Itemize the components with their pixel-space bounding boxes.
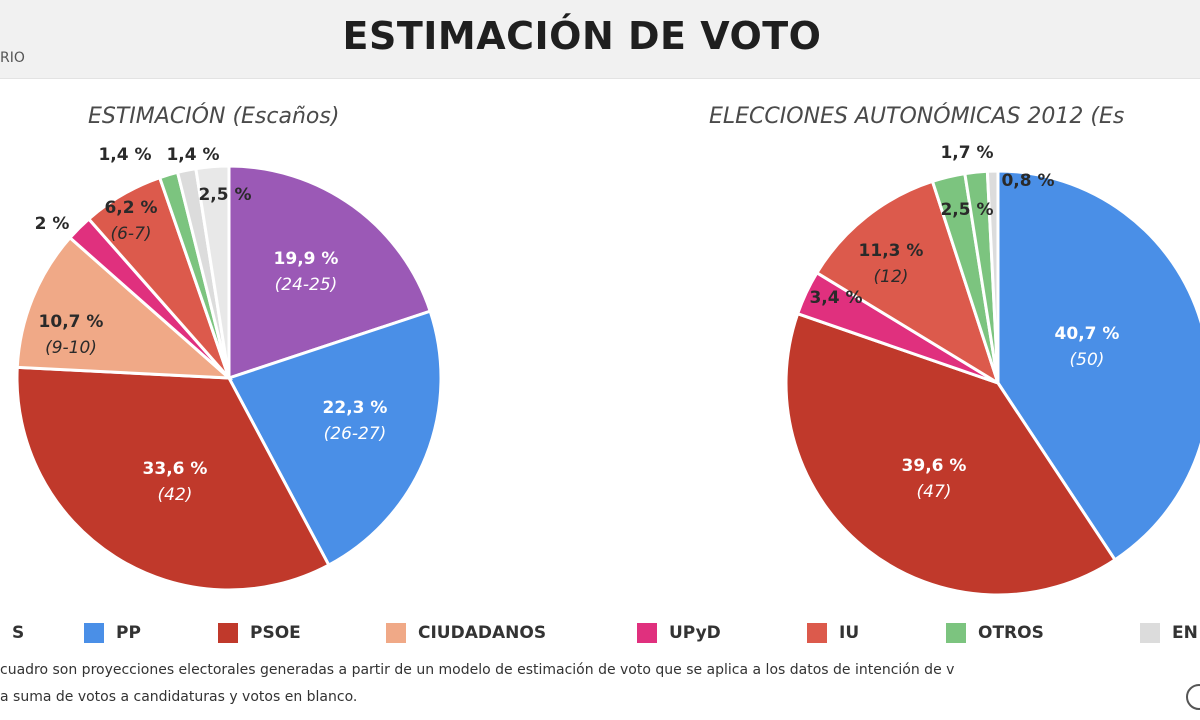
legend-swatch bbox=[1140, 623, 1160, 643]
legend-swatch bbox=[807, 623, 827, 643]
pie-1-percent-label: 2,5 % bbox=[940, 200, 993, 220]
legend-label: UPyD bbox=[669, 623, 721, 643]
legend-item-podemos: S bbox=[0, 618, 24, 648]
legend-swatch bbox=[84, 623, 104, 643]
legend-label: PP bbox=[116, 623, 141, 643]
legend-label: S bbox=[12, 623, 25, 643]
pie-0-slice-ciudadanos bbox=[15, 235, 234, 380]
legend-label: EN bbox=[1172, 623, 1198, 643]
pie-0-seats-label: (26-27) bbox=[324, 424, 387, 444]
legend-item-ciudadanos: CIUDADANOS bbox=[386, 618, 546, 648]
page-title: ESTIMACIÓN DE VOTO bbox=[342, 14, 822, 58]
pie-1-percent-label: 1,7 % bbox=[940, 143, 993, 163]
pie-0-percent-label: 33,6 % bbox=[143, 459, 208, 479]
pie-0-slice-unlabeled bbox=[194, 164, 231, 379]
pie-0-seats-label: (6-7) bbox=[110, 224, 151, 244]
pie-0-percent-label: 1,4 % bbox=[166, 145, 219, 165]
legend-item-otros: OTROS bbox=[946, 618, 1044, 648]
pie-1-percent-label: 39,6 % bbox=[902, 456, 967, 476]
legend-swatch bbox=[386, 623, 406, 643]
pie-0-percent-label: 1,4 % bbox=[98, 145, 151, 165]
legend-label: IU bbox=[839, 623, 860, 643]
pie-0-slice-podemos bbox=[227, 164, 433, 381]
pie-1-slice-pp bbox=[996, 169, 1200, 562]
legend-item-pp: PP bbox=[84, 618, 141, 648]
header-band bbox=[0, 0, 1200, 79]
pie-0-percent-label: 2 % bbox=[35, 214, 70, 234]
pie-1-seats-label: (47) bbox=[917, 482, 952, 502]
pie-1-seats-label: (50) bbox=[1070, 350, 1105, 370]
pie-0-seats-label: (42) bbox=[158, 485, 193, 505]
legend-item-psoe: PSOE bbox=[218, 618, 301, 648]
legend-item-upyd: UPyD bbox=[637, 618, 721, 648]
pie-0-seats-label: (9-10) bbox=[45, 338, 97, 358]
legend-swatch bbox=[946, 623, 966, 643]
pie-0-seats-label: (24-25) bbox=[275, 275, 338, 295]
pie-1-percent-label: 11,3 % bbox=[859, 241, 924, 261]
legend-item-en-blanco: EN bbox=[1140, 618, 1198, 648]
pie-0-slice-psoe bbox=[15, 365, 331, 592]
source-fragment: RIO bbox=[0, 50, 25, 66]
pie-1-slice-psoe bbox=[784, 311, 1118, 597]
legend-swatch bbox=[218, 623, 238, 643]
legend-swatch bbox=[637, 623, 657, 643]
pie-0-percent-label: 10,7 % bbox=[39, 312, 104, 332]
pie-1-seats-label: (12) bbox=[874, 267, 909, 287]
legend-item-iu: IU bbox=[807, 618, 859, 648]
pie-1-slice-en-blanco bbox=[985, 169, 1000, 384]
pie-0-percent-label: 6,2 % bbox=[104, 198, 157, 218]
pie-1-slice-iu bbox=[814, 179, 1001, 387]
pie-0-slice-pp bbox=[226, 309, 443, 568]
footnote-line-2: a suma de votos a candidaturas y votos e… bbox=[0, 689, 358, 705]
legend: S PP PSOE CIUDADANOS UPyD IU OTROS EN bbox=[0, 618, 1200, 650]
chart-title-autonomicas-2012: ELECCIONES AUTONÓMICAS 2012 (Es bbox=[709, 104, 1125, 129]
pie-0-percent-label: 2,5 % bbox=[198, 185, 251, 205]
legend-label: OTROS bbox=[978, 623, 1044, 643]
footnote-line-1: cuadro son proyecciones electorales gene… bbox=[0, 662, 955, 678]
pie-0-percent-label: 19,9 % bbox=[274, 249, 339, 269]
pie-1-percent-label: 0,8 % bbox=[1001, 171, 1054, 191]
pie-1-percent-label: 40,7 % bbox=[1055, 324, 1120, 344]
copyright-mark-icon bbox=[1186, 684, 1200, 710]
pie-0-percent-label: 22,3 % bbox=[323, 398, 388, 418]
chart-title-estimacion: ESTIMACIÓN (Escaños) bbox=[88, 104, 340, 129]
legend-label: CIUDADANOS bbox=[418, 623, 547, 643]
pie-1-percent-label: 3,4 % bbox=[809, 288, 862, 308]
legend-label: PSOE bbox=[250, 623, 301, 643]
